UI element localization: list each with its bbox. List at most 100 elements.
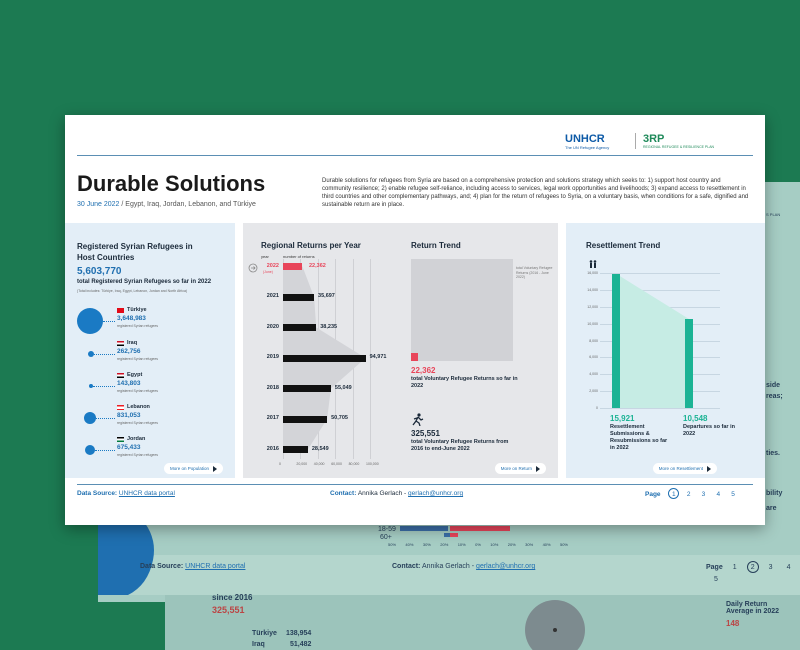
returns-year-label: 2020 — [266, 323, 279, 330]
background-pagination: Page 1 2 3 4 5 — [706, 561, 800, 586]
lebanon-leader-line — [96, 418, 115, 419]
host-country-jordan: Jordan 675,433 registered Syrian refugee… — [65, 435, 235, 465]
returns-bar-value: 28,549 — [311, 445, 329, 452]
background-age-group-1: 18-59 — [378, 526, 396, 533]
background-data-source-link[interactable]: UNHCR data portal — [185, 563, 246, 570]
page-2-button[interactable]: 2 — [686, 491, 691, 498]
dashboard-page: UNHCR The UN Refugee Agency 3RP REGIONAL… — [65, 115, 765, 525]
background-axis-pct: 20% — [440, 542, 449, 547]
iraq-bubble — [88, 351, 94, 357]
returns-x-tick: 100,000 — [366, 462, 379, 466]
total-refugees-value: 5,603,770 — [77, 266, 122, 277]
arrow-right-icon — [536, 465, 540, 472]
background-page-5[interactable]: 5 — [714, 576, 718, 583]
resettlement-y-tick: 14,000 — [587, 287, 598, 292]
background-axis-pct: 20% — [507, 542, 516, 547]
background-page-2[interactable]: 2 — [746, 561, 759, 573]
background-axis-pct: 50% — [559, 542, 568, 547]
footer-data-source-link[interactable]: UNHCR data portal — [118, 490, 175, 497]
resettlement-gridline — [600, 408, 720, 409]
more-on-resettlement-label: More on Resettlement — [658, 466, 703, 471]
returns-panel-title: Regional Returns per Year — [261, 241, 361, 250]
iraq-sub: registered Syrian refugees — [117, 357, 159, 361]
more-on-population-label: More on Population — [169, 466, 209, 471]
jordan-leader-line — [95, 450, 115, 451]
background-page-1[interactable]: 1 — [732, 564, 737, 571]
returns-bar — [283, 446, 308, 453]
jordan-sub: registered Syrian refugees — [117, 453, 159, 457]
page-5-button[interactable]: 5 — [731, 491, 735, 498]
resettlement-y-tick: 16,000 — [587, 271, 598, 275]
background-page-4[interactable]: 4 — [786, 564, 791, 571]
resettlement-bar — [685, 319, 693, 408]
more-on-resettlement-button[interactable]: More on Resettlement — [652, 463, 717, 474]
3rp-logo-tagline: REGIONAL REFUGEE & RESILIENCE PLAN — [643, 145, 715, 149]
background-axis-pct: 40% — [405, 542, 414, 547]
returns-2022-label: total Voluntary Refugee Returns so far i… — [411, 376, 518, 389]
jordan-flag-icon — [117, 437, 124, 442]
returns-panel: Regional Returns per Year year number of… — [243, 223, 558, 478]
more-on-population-button[interactable]: More on Population — [163, 463, 223, 474]
background-daily-value: 148 — [726, 619, 740, 628]
host-country-egypt: Egypt 143,803 registered Syrian refugees — [65, 371, 235, 401]
more-on-return-label: More on Return — [500, 466, 532, 471]
background-axis-pct: 0% — [475, 542, 481, 547]
resettlement-panel-title: Resettlement Trend — [586, 241, 661, 250]
background-daily-label: Daily Return Average in 2022 — [726, 601, 780, 615]
returns-bar — [283, 385, 331, 392]
egypt-name: Egypt — [127, 372, 143, 378]
page-1-button[interactable]: 1 — [668, 488, 680, 499]
unhcr-logo-text: UNHCR — [565, 133, 605, 145]
total-refugees-note: (Total includes: Türkiye, Iraq, Egypt, L… — [77, 289, 188, 293]
footer-data-source: Data Source: UNHCR data portal — [77, 490, 175, 497]
background-footer-band — [98, 555, 800, 595]
egypt-bubble — [89, 384, 93, 388]
resettlement-y-tick: 12,000 — [587, 304, 598, 309]
turkiye-leader-line — [103, 321, 115, 322]
background-side-snippet: side — [766, 382, 781, 389]
arrow-right-icon — [707, 465, 711, 472]
returns-bar — [283, 263, 303, 270]
background-axis-pct: 10% — [457, 542, 466, 547]
submissions-label: Resettlement Submissions & Resubmissions… — [610, 424, 668, 451]
col-year-label: year — [261, 254, 269, 259]
footer-contact-email[interactable]: gerlach@unhcr.org — [408, 490, 464, 497]
background-donut — [525, 600, 585, 650]
intro-paragraph: Durable solutions for refugees from Syri… — [322, 178, 749, 208]
report-date: 30 June 2022 — [77, 201, 120, 208]
highlight-year-sub: (June) — [263, 270, 273, 274]
resettlement-bar — [612, 273, 620, 408]
lebanon-bubble — [84, 412, 96, 424]
turkiye-sub: registered Syrian refugees — [117, 324, 159, 328]
background-pyramid-bars — [400, 526, 510, 537]
page-title: Durable Solutions — [77, 171, 266, 196]
header-divider — [77, 155, 753, 156]
page-4-button[interactable]: 4 — [716, 491, 721, 498]
resettlement-y-tick: 8,000 — [589, 338, 598, 343]
jordan-value: 675,433 — [117, 444, 141, 451]
background-axis-pct: 40% — [542, 542, 551, 547]
returns-bar — [283, 324, 317, 331]
departures-value: 10,548 — [683, 414, 708, 423]
returns-x-tick: 0 — [279, 462, 281, 466]
returns-bar — [283, 293, 315, 301]
page-3-button[interactable]: 3 — [701, 491, 706, 498]
returns-icon — [248, 263, 258, 273]
returns-year-label: 2019 — [266, 354, 279, 360]
host-country-turkiye: Türkiye 3,648,983 registered Syrian refu… — [65, 306, 235, 336]
background-lower-area — [165, 595, 800, 650]
background-contact-email[interactable]: gerlach@unhcr.org — [476, 563, 536, 570]
returns-x-tick: 60,000 — [331, 462, 342, 466]
returns-bar-value: 22,362 — [309, 262, 326, 269]
returns-year-label: 2017 — [266, 415, 279, 421]
lebanon-flag-icon — [117, 405, 124, 410]
more-on-return-button[interactable]: More on Return — [494, 463, 546, 474]
background-side-snippet: reas; — [766, 393, 783, 400]
lebanon-name: Lebanon — [127, 404, 150, 410]
host-countries-panel: Registered Syrian Refugees in Host Count… — [65, 223, 235, 478]
background-age-group-2: 60+ — [380, 534, 392, 541]
returns-bar-value: 55,049 — [334, 384, 352, 391]
background-axis-percent-row: 50% 40% 30% 20% 10% 0% 10% 20% 30% 40% 5… — [388, 542, 568, 547]
lebanon-value: 831,053 — [117, 412, 141, 419]
background-page-3[interactable]: 3 — [768, 564, 773, 571]
